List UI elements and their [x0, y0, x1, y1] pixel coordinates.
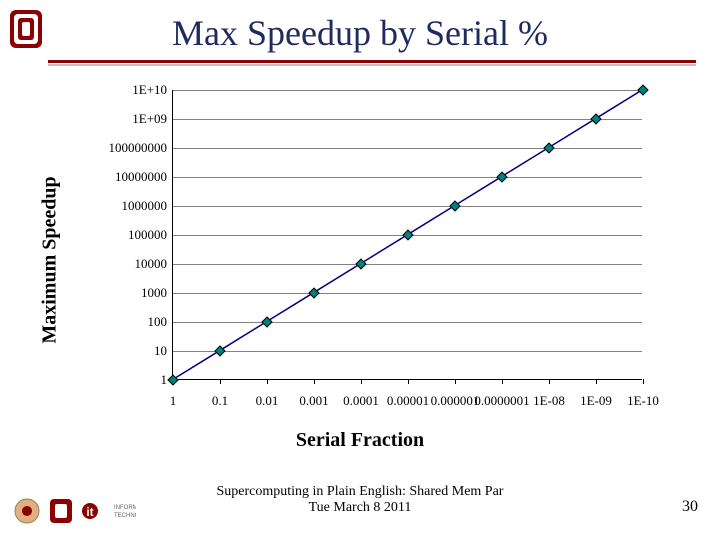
y-axis-label: Maximum Speedup — [39, 176, 62, 343]
gridline — [173, 148, 642, 149]
x-axis-label: Serial Fraction — [296, 429, 424, 452]
x-tick-label: 0.001 — [299, 379, 328, 409]
ou-small-logo-icon — [46, 496, 76, 526]
gridline — [173, 119, 642, 120]
x-tick-label: 0.000001 — [431, 379, 480, 409]
x-tick-label: 0.1 — [212, 379, 228, 409]
slide-title: Max Speedup by Serial % — [0, 12, 720, 54]
svg-text:TECHNOLOGY: TECHNOLOGY — [114, 513, 136, 519]
gridline — [173, 206, 642, 207]
chart: Maximum Speedup Serial Fraction 11010010… — [60, 80, 660, 440]
footer-line1: Supercomputing in Plain English: Shared … — [217, 484, 504, 499]
x-tick-label: 0.01 — [256, 379, 279, 409]
gridline — [173, 322, 642, 323]
title-underline — [48, 60, 696, 63]
x-tick-label: 1E-08 — [533, 379, 565, 409]
page-number: 30 — [682, 498, 698, 516]
y-tick-label: 100 — [148, 314, 174, 330]
x-tick-label: 1E-09 — [580, 379, 612, 409]
footer-logos: it INFORMATION TECHNOLOGY — [12, 496, 136, 526]
slide: Max Speedup by Serial % Maximum Speedup … — [0, 0, 720, 540]
y-tick-label: 1000 — [141, 285, 173, 301]
svg-text:it: it — [86, 505, 93, 519]
y-tick-label: 100000 — [128, 227, 173, 243]
y-tick-label: 1000000 — [122, 198, 174, 214]
x-tick-label: 0.00001 — [387, 379, 429, 409]
gridline — [173, 177, 642, 178]
gridline — [173, 264, 642, 265]
svg-text:INFORMATION: INFORMATION — [114, 505, 136, 511]
x-tick-label: 0.0000001 — [474, 379, 529, 409]
oscer-logo-icon — [12, 496, 42, 526]
x-tick-label: 0.0001 — [343, 379, 379, 409]
gridline — [173, 90, 642, 91]
y-tick-label: 1E+09 — [132, 111, 173, 127]
y-tick-label: 1E+10 — [132, 82, 173, 98]
y-tick-label: 100000000 — [109, 140, 174, 156]
y-tick-label: 10 — [154, 343, 173, 359]
gridline — [173, 293, 642, 294]
title-underline-shadow — [48, 64, 696, 66]
it-logo-icon: it INFORMATION TECHNOLOGY — [80, 496, 136, 526]
gridline — [173, 351, 642, 352]
plot-area: 1101001000100001000001000000100000001000… — [172, 90, 642, 380]
y-tick-label: 10000 — [135, 256, 174, 272]
x-tick-label: 1E-10 — [627, 379, 659, 409]
y-tick-label: 10000000 — [115, 169, 173, 185]
